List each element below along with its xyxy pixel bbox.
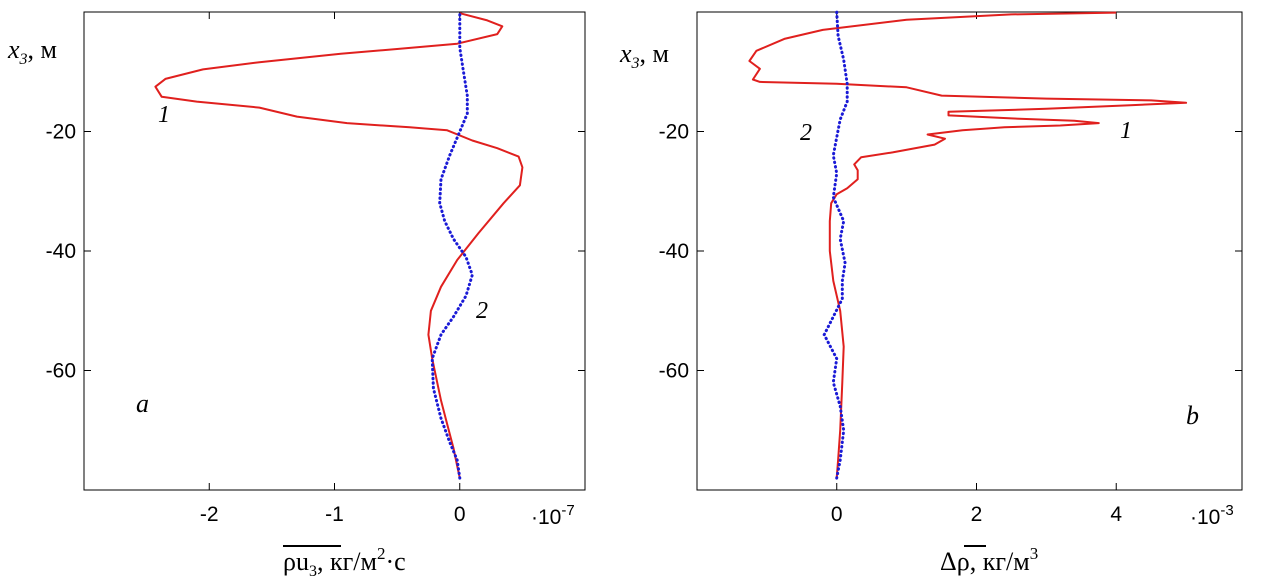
series-line-2 — [430, 10, 474, 480]
y-tick-label: -40 — [46, 240, 76, 263]
y-tick-label: -60 — [659, 360, 689, 383]
series-group — [154, 10, 524, 480]
x-axis-label: ρu3, кг/м2·с — [283, 544, 406, 580]
curve-label-2: 2 — [476, 298, 488, 324]
y-tick-label: -60 — [46, 360, 76, 383]
y-ticks: -20 -40 -60 — [46, 121, 585, 383]
series-group — [748, 10, 1188, 480]
x-tick-label: -1 — [325, 503, 344, 526]
y-ticks: -20 -40 -60 — [659, 121, 1242, 383]
panel-a: -2 -1 0 -20 -40 -60 x3, м ·10-7 ρu3, кг/м2·с… — [7, 10, 586, 580]
curve-label-1: 1 — [1120, 118, 1132, 144]
plot-frame — [696, 11, 1243, 491]
panel-letter: b — [1186, 401, 1199, 430]
x-tick-label: 4 — [1110, 503, 1122, 526]
x-scale-factor: ·10-3 — [1190, 502, 1234, 529]
curve-label-1: 1 — [158, 102, 170, 128]
x-tick-label: 0 — [831, 503, 843, 526]
x-ticks: 0 2 4 — [831, 12, 1122, 526]
y-tick-label: -20 — [659, 121, 689, 144]
panel-letter: a — [136, 389, 149, 418]
x-tick-label: 0 — [454, 503, 466, 526]
series-line-2 — [822, 10, 849, 480]
x-tick-label: 2 — [971, 503, 983, 526]
x-axis-label: Δρ, кг/м3 — [940, 544, 1038, 576]
x-tick-label: -2 — [200, 503, 219, 526]
x-scale-factor: ·10-7 — [531, 502, 575, 529]
curve-label-2: 2 — [800, 120, 812, 146]
series-line-1 — [154, 12, 524, 479]
y-tick-label: -40 — [659, 240, 689, 263]
y-axis-label: x3, м — [619, 39, 669, 72]
y-tick-label: -20 — [46, 121, 76, 144]
series-line-1 — [748, 11, 1188, 479]
y-axis-label: x3, м — [7, 35, 57, 68]
x-ticks: -2 -1 0 — [200, 12, 466, 526]
